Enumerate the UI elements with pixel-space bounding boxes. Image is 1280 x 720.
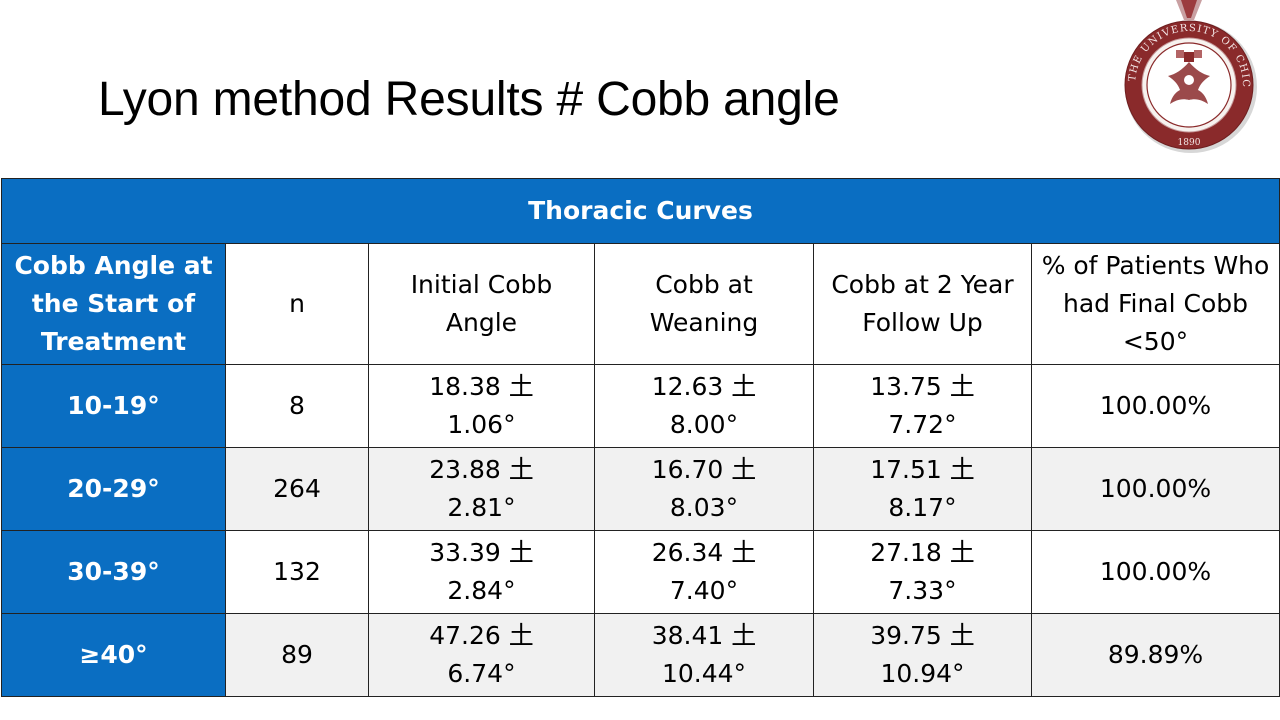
row-range-label: 10-19° [1,364,226,448]
table-row: ≥40° 89 47.26 土 6.74° 38.41 土 10.44° 39.… [1,613,1280,697]
column-header-n: n [225,243,369,365]
row-range-label: ≥40° [1,613,226,697]
value-sd: 2.84° [447,576,516,605]
value-sd: 7.33° [888,576,957,605]
row-cobb-followup: 39.75 土 10.94° [813,613,1032,697]
row-n: 132 [225,530,369,614]
value-mean: 13.75 土 [870,372,975,401]
row-cobb-weaning: 26.34 土 7.40° [594,530,814,614]
value-mean: 26.34 土 [651,538,757,567]
row-n: 264 [225,447,369,531]
row-n: 8 [225,364,369,448]
university-seal-logo: THE UNIVERSITY OF CHICAGO 1890 [1118,0,1257,153]
value-sd: 8.17° [888,493,957,522]
row-initial-cobb: 23.88 土 2.81° [368,447,595,531]
row-range-label: 30-39° [1,530,226,614]
row-cobb-weaning: 38.41 土 10.44° [594,613,814,697]
value-mean: 33.39 土 [429,538,534,567]
row-range-label: 20-29° [1,447,226,531]
row-pct-final: 100.00% [1031,364,1280,448]
row-cobb-weaning: 12.63 土 8.00° [594,364,814,448]
column-header-pct-final: % of Patients Who had Final Cobb <50° [1031,243,1280,365]
row-n: 89 [225,613,369,697]
row-cobb-followup: 27.18 土 7.33° [813,530,1032,614]
row-initial-cobb: 33.39 土 2.84° [368,530,595,614]
value-mean: 27.18 土 [870,538,975,567]
table-row: 30-39° 132 33.39 土 2.84° 26.34 土 7.40° 2… [1,530,1280,614]
value-mean: 39.75 土 [870,621,975,650]
column-header-initial-cobb: Initial Cobb Angle [368,243,595,365]
value-sd: 1.06° [447,410,516,439]
group-header: Thoracic Curves [1,178,1280,244]
row-pct-final: 100.00% [1031,447,1280,531]
row-initial-cobb: 47.26 土 6.74° [368,613,595,697]
column-header-cobb-followup: Cobb at 2 Year Follow Up [813,243,1032,365]
value-mean: 16.70 土 [651,455,757,484]
value-mean: 18.38 土 [429,372,534,401]
value-sd: 8.00° [669,410,739,439]
value-sd: 10.44° [661,659,747,688]
value-sd: 6.74° [447,659,516,688]
column-header-cobb-weaning: Cobb at Weaning [594,243,814,365]
value-mean: 47.26 土 [429,621,534,650]
row-cobb-weaning: 16.70 土 8.03° [594,447,814,531]
value-mean: 12.63 土 [651,372,757,401]
column-header-row: Cobb Angle at the Start of Treatment n I… [1,243,1280,365]
row-cobb-followup: 13.75 土 7.72° [813,364,1032,448]
value-sd: 7.40° [669,576,739,605]
cobb-angle-results-table: Thoracic Curves Cobb Angle at the Start … [1,178,1280,697]
column-header-start-angle: Cobb Angle at the Start of Treatment [1,243,226,365]
value-sd: 2.81° [447,493,516,522]
row-pct-final: 89.89% [1031,613,1280,697]
row-cobb-followup: 17.51 土 8.17° [813,447,1032,531]
row-initial-cobb: 18.38 土 1.06° [368,364,595,448]
table-row: 20-29° 264 23.88 土 2.81° 16.70 土 8.03° 1… [1,447,1280,531]
value-mean: 17.51 土 [870,455,975,484]
value-mean: 38.41 土 [651,621,757,650]
value-sd: 8.03° [669,493,739,522]
slide-title: Lyon method Results # Cobb angle [98,73,840,126]
group-header-row: Thoracic Curves [1,178,1280,244]
value-mean: 23.88 土 [429,455,534,484]
row-pct-final: 100.00% [1031,530,1280,614]
value-sd: 10.94° [880,659,965,688]
value-sd: 7.72° [888,410,957,439]
table-row: 10-19° 8 18.38 土 1.06° 12.63 土 8.00° 13.… [1,364,1280,448]
seal-year: 1890 [1178,138,1201,148]
